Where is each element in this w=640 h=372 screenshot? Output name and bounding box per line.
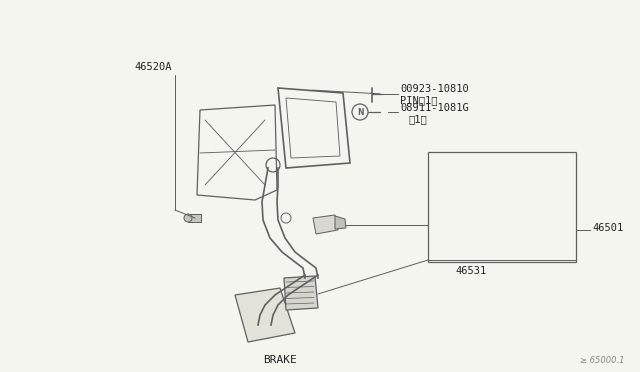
Text: 00923-10810: 00923-10810 bbox=[400, 84, 468, 94]
Text: 46531: 46531 bbox=[455, 266, 486, 276]
Polygon shape bbox=[235, 288, 295, 342]
Text: ≥ 65000.1: ≥ 65000.1 bbox=[580, 356, 625, 365]
Text: N: N bbox=[356, 108, 364, 116]
Polygon shape bbox=[335, 216, 346, 229]
Bar bbox=[428, 152, 576, 262]
Polygon shape bbox=[313, 215, 338, 234]
Circle shape bbox=[184, 214, 192, 222]
Text: 08911-1081G: 08911-1081G bbox=[400, 103, 468, 113]
Text: 46501: 46501 bbox=[592, 223, 623, 233]
Text: BRAKE: BRAKE bbox=[263, 355, 297, 365]
Text: PIN（1）: PIN（1） bbox=[400, 95, 438, 105]
Text: （1）: （1） bbox=[408, 114, 427, 124]
Polygon shape bbox=[188, 214, 201, 222]
Polygon shape bbox=[284, 276, 318, 310]
Text: 46520A: 46520A bbox=[134, 62, 172, 72]
